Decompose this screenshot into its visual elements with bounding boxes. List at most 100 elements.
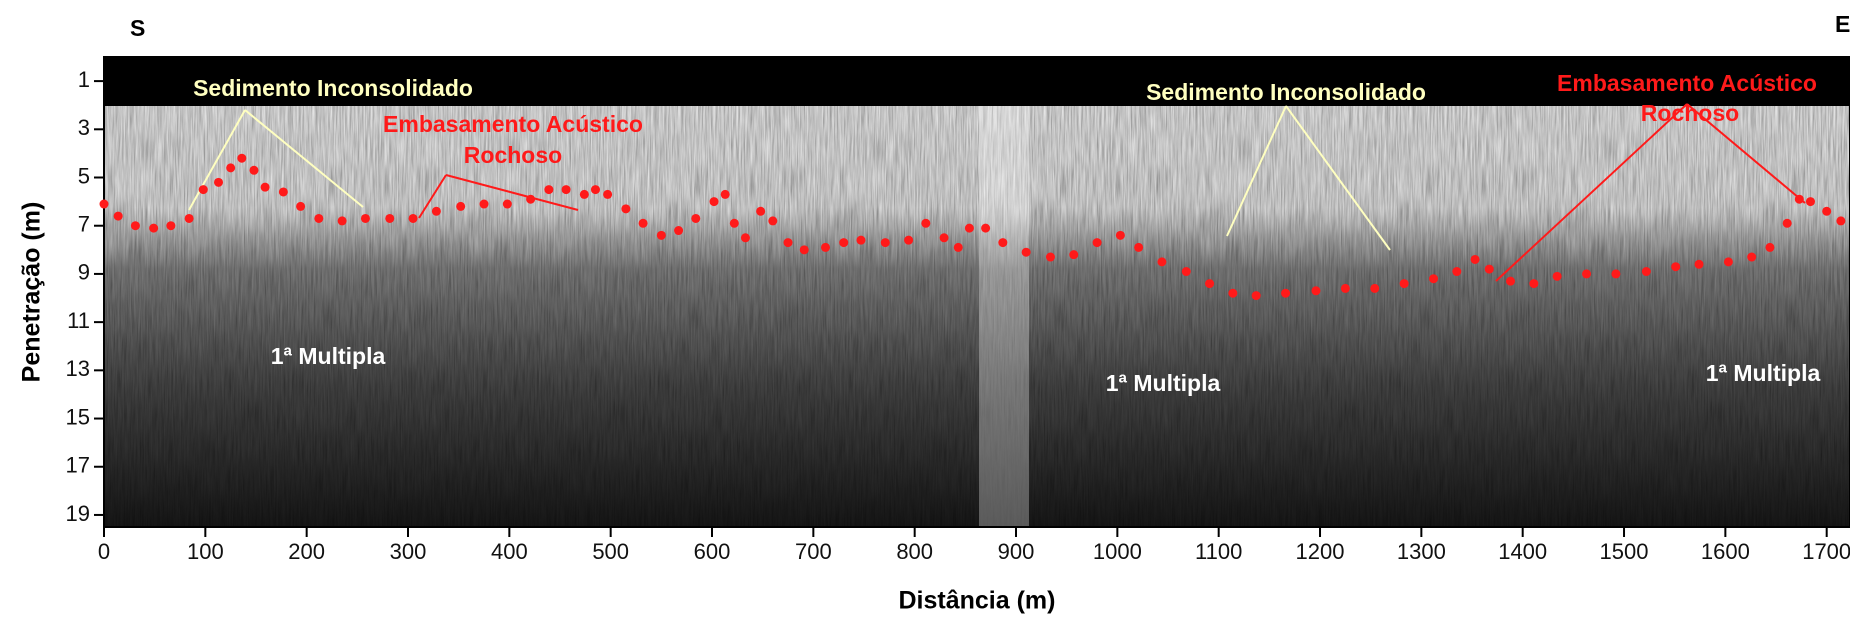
point	[360, 213, 370, 223]
point	[1582, 269, 1592, 279]
x-tick-label: 1400	[1498, 539, 1547, 564]
annotation: Embasamento Acústico	[383, 111, 643, 137]
direction-label: E	[1835, 11, 1850, 37]
point	[1452, 267, 1462, 277]
x-tick-label: 900	[998, 539, 1035, 564]
point	[130, 221, 140, 231]
pointer	[188, 109, 246, 211]
y-tick-label: 13	[66, 356, 90, 381]
direction-label: S	[130, 15, 145, 41]
point	[1470, 254, 1480, 264]
point	[579, 189, 589, 199]
point	[113, 211, 123, 221]
point	[603, 189, 613, 199]
x-tick-label: 300	[390, 539, 427, 564]
y-tick-label: 11	[67, 308, 90, 333]
pointer-lines	[188, 103, 1806, 282]
point	[880, 238, 890, 248]
point	[149, 223, 159, 233]
point	[740, 233, 750, 243]
plot-frame	[103, 56, 1850, 528]
x-tick-label: 500	[592, 539, 629, 564]
point	[184, 213, 194, 223]
point	[166, 221, 176, 231]
pointer	[1285, 105, 1391, 251]
point	[278, 187, 288, 197]
point	[904, 235, 914, 245]
point	[729, 218, 739, 228]
point	[214, 177, 224, 187]
point	[1115, 230, 1125, 240]
pointer	[1686, 103, 1806, 204]
point	[856, 235, 866, 245]
point	[720, 189, 730, 199]
x-tick-label: 1500	[1600, 539, 1649, 564]
point	[431, 206, 441, 216]
annotation: 1ª Multipla	[271, 343, 386, 369]
point	[1765, 242, 1775, 252]
x-tick-label: 1700	[1802, 539, 1850, 564]
point	[981, 223, 991, 233]
point	[1641, 267, 1651, 277]
point	[783, 238, 793, 248]
point	[768, 216, 778, 226]
x-tick-label: 1100	[1195, 539, 1242, 564]
point	[1747, 252, 1757, 262]
point	[1822, 206, 1832, 216]
x-tick-label: 1200	[1296, 539, 1345, 564]
y-tick-label: 1	[78, 67, 90, 92]
point	[1134, 242, 1144, 252]
point	[99, 199, 109, 209]
point	[1671, 262, 1681, 272]
point	[1069, 250, 1079, 260]
x-tick-label: 1300	[1397, 539, 1446, 564]
x-tick-label: 0	[98, 539, 110, 564]
water-column	[104, 57, 1850, 106]
pointer	[244, 109, 364, 208]
point	[479, 199, 489, 209]
point	[526, 194, 536, 204]
point	[1251, 291, 1261, 301]
y-tick-label: 7	[78, 212, 90, 237]
point	[674, 226, 684, 236]
point	[1611, 269, 1621, 279]
point	[226, 163, 236, 173]
point	[198, 185, 208, 195]
point	[1794, 194, 1804, 204]
x-tick-label: 1000	[1093, 539, 1142, 564]
point	[1311, 286, 1321, 296]
point	[1045, 252, 1055, 262]
point	[709, 197, 719, 207]
y-tick-label: 5	[78, 163, 90, 188]
point	[1092, 238, 1102, 248]
point	[1552, 271, 1562, 281]
annotation: Sedimento Inconsolidado	[1146, 79, 1426, 105]
point	[1228, 288, 1238, 298]
point	[756, 206, 766, 216]
x-tick-label: 800	[896, 539, 933, 564]
x-tick-label: 200	[288, 539, 325, 564]
y-axis-label: Penetração (m)	[18, 202, 46, 383]
point	[953, 242, 963, 252]
point	[656, 230, 666, 240]
point	[691, 213, 701, 223]
point	[590, 185, 600, 195]
point	[1370, 283, 1380, 293]
annotation: Embasamento Acústico	[1557, 70, 1817, 96]
y-tick-label: 9	[78, 260, 90, 285]
pointer	[445, 174, 579, 211]
y-tick-label: 19	[66, 501, 90, 526]
depth-shade	[104, 57, 1850, 527]
point	[839, 238, 849, 248]
point	[456, 201, 466, 211]
point	[821, 242, 831, 252]
point	[1836, 216, 1846, 226]
point	[964, 223, 974, 233]
point	[1529, 279, 1539, 289]
point	[237, 153, 247, 163]
y-tick-label: 3	[78, 115, 90, 140]
x-tick-label: 600	[694, 539, 731, 564]
y-tick-label: 15	[66, 404, 90, 429]
point	[561, 185, 571, 195]
